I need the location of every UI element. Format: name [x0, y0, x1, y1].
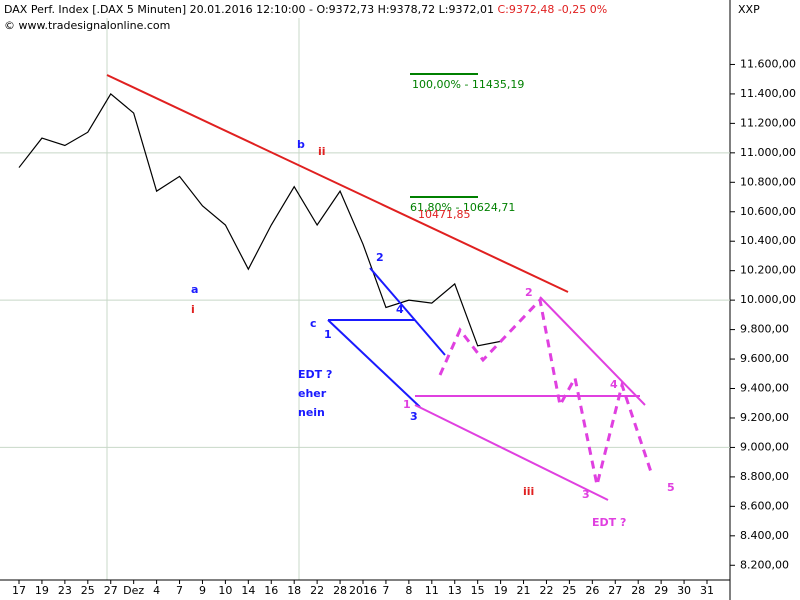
- x-tick-label: 22: [310, 584, 324, 597]
- x-tick-label: 19: [494, 584, 508, 597]
- x-tick-label: 13: [448, 584, 462, 597]
- x-tick-label: 17: [12, 584, 26, 597]
- y-tick-label: 11.200,00: [740, 116, 796, 129]
- x-tick-label: 27: [608, 584, 622, 597]
- y-tick-label: 10.400,00: [740, 234, 796, 247]
- x-tick-label: 31: [700, 584, 714, 597]
- annotation: eher: [298, 387, 327, 400]
- annotation: 1: [403, 398, 411, 411]
- x-tick-label: 22: [539, 584, 553, 597]
- annotation: 3: [410, 410, 418, 423]
- x-tick-label: 14: [241, 584, 255, 597]
- annotation: nein: [298, 406, 325, 419]
- x-tick-label: 7: [176, 584, 183, 597]
- x-tick-label: 8: [405, 584, 412, 597]
- chart-title: DAX Perf. Index [.DAX 5 Minuten] 20.01.2…: [4, 3, 607, 16]
- annotation: 1: [324, 328, 332, 341]
- x-tick-label: 11: [425, 584, 439, 597]
- channel: [327, 267, 446, 408]
- annotation: 61,80% - 10624,71: [410, 201, 515, 214]
- annotation: a: [191, 283, 198, 296]
- y-tick-label: 10.600,00: [740, 205, 796, 218]
- y-tick-label: 9.000,00: [740, 440, 789, 453]
- x-tick-label: 4: [153, 584, 160, 597]
- x-tick-label: 27: [104, 584, 118, 597]
- x-tick-label: 30: [677, 584, 691, 597]
- x-tick-label: Dez: [123, 584, 144, 597]
- x-tick-label: 26: [585, 584, 599, 597]
- annotation: 2: [376, 251, 384, 264]
- y-tick-label: 11.600,00: [740, 57, 796, 70]
- annotation: 4: [396, 303, 404, 316]
- annotation: 3: [582, 488, 590, 501]
- annotation: 4: [610, 378, 618, 391]
- annotation: b: [297, 138, 305, 151]
- y-axis-label: XXP: [738, 3, 760, 16]
- x-tick-label: 19: [35, 584, 49, 597]
- y-tick-label: 8.200,00: [740, 558, 789, 571]
- annotation: 2: [525, 286, 533, 299]
- annotation: i: [191, 303, 195, 316]
- annotation: c: [310, 317, 317, 330]
- x-tick-label: 10: [218, 584, 232, 597]
- y-tick-label: 8.600,00: [740, 499, 789, 512]
- y-tick-label: 9.400,00: [740, 382, 789, 395]
- x-tick-label: 9: [199, 584, 206, 597]
- projection: [438, 296, 654, 486]
- plot: [0, 93, 730, 448]
- y-tick-label: 10.000,00: [740, 293, 796, 306]
- annotation: 100,00% - 11435,19: [412, 78, 524, 91]
- trend-line: [106, 74, 569, 293]
- y-tick-label: 9.200,00: [740, 411, 789, 424]
- x-tick-label: 15: [471, 584, 485, 597]
- annotation: iii: [523, 485, 534, 498]
- annotation: 10471,85: [418, 208, 471, 221]
- y-tick-label: 10.200,00: [740, 264, 796, 277]
- annotation: 5: [667, 481, 675, 494]
- y-tick-label: 8.400,00: [740, 529, 789, 542]
- wedge: [414, 296, 646, 501]
- x-tick-label: 16: [264, 584, 278, 597]
- x-tick-label: 25: [81, 584, 95, 597]
- x-tick-label: 29: [654, 584, 668, 597]
- y-tick-label: 9.800,00: [740, 323, 789, 336]
- x-tick-label: 28: [333, 584, 347, 597]
- y-tick-label: 11.400,00: [740, 87, 796, 100]
- annotation: EDT ?: [298, 368, 332, 381]
- x-tick-label: 21: [517, 584, 531, 597]
- source: © www.tradesignalonline.com: [4, 19, 170, 32]
- annotation: ii: [318, 145, 326, 158]
- x-tick-label: 18: [287, 584, 301, 597]
- y-tick-label: 8.800,00: [740, 470, 789, 483]
- x-tick-label: 2016: [349, 584, 377, 597]
- annotation: EDT ?: [592, 516, 626, 529]
- x-tick-label: 28: [631, 584, 645, 597]
- y-tick-label: 10.800,00: [740, 175, 796, 188]
- x-tick-label: 23: [58, 584, 72, 597]
- price-line: [18, 93, 501, 347]
- y-tick-label: 11.000,00: [740, 146, 796, 159]
- x-tick-label: 7: [382, 584, 389, 597]
- x-tick-label: 25: [562, 584, 576, 597]
- y-tick-label: 9.600,00: [740, 352, 789, 365]
